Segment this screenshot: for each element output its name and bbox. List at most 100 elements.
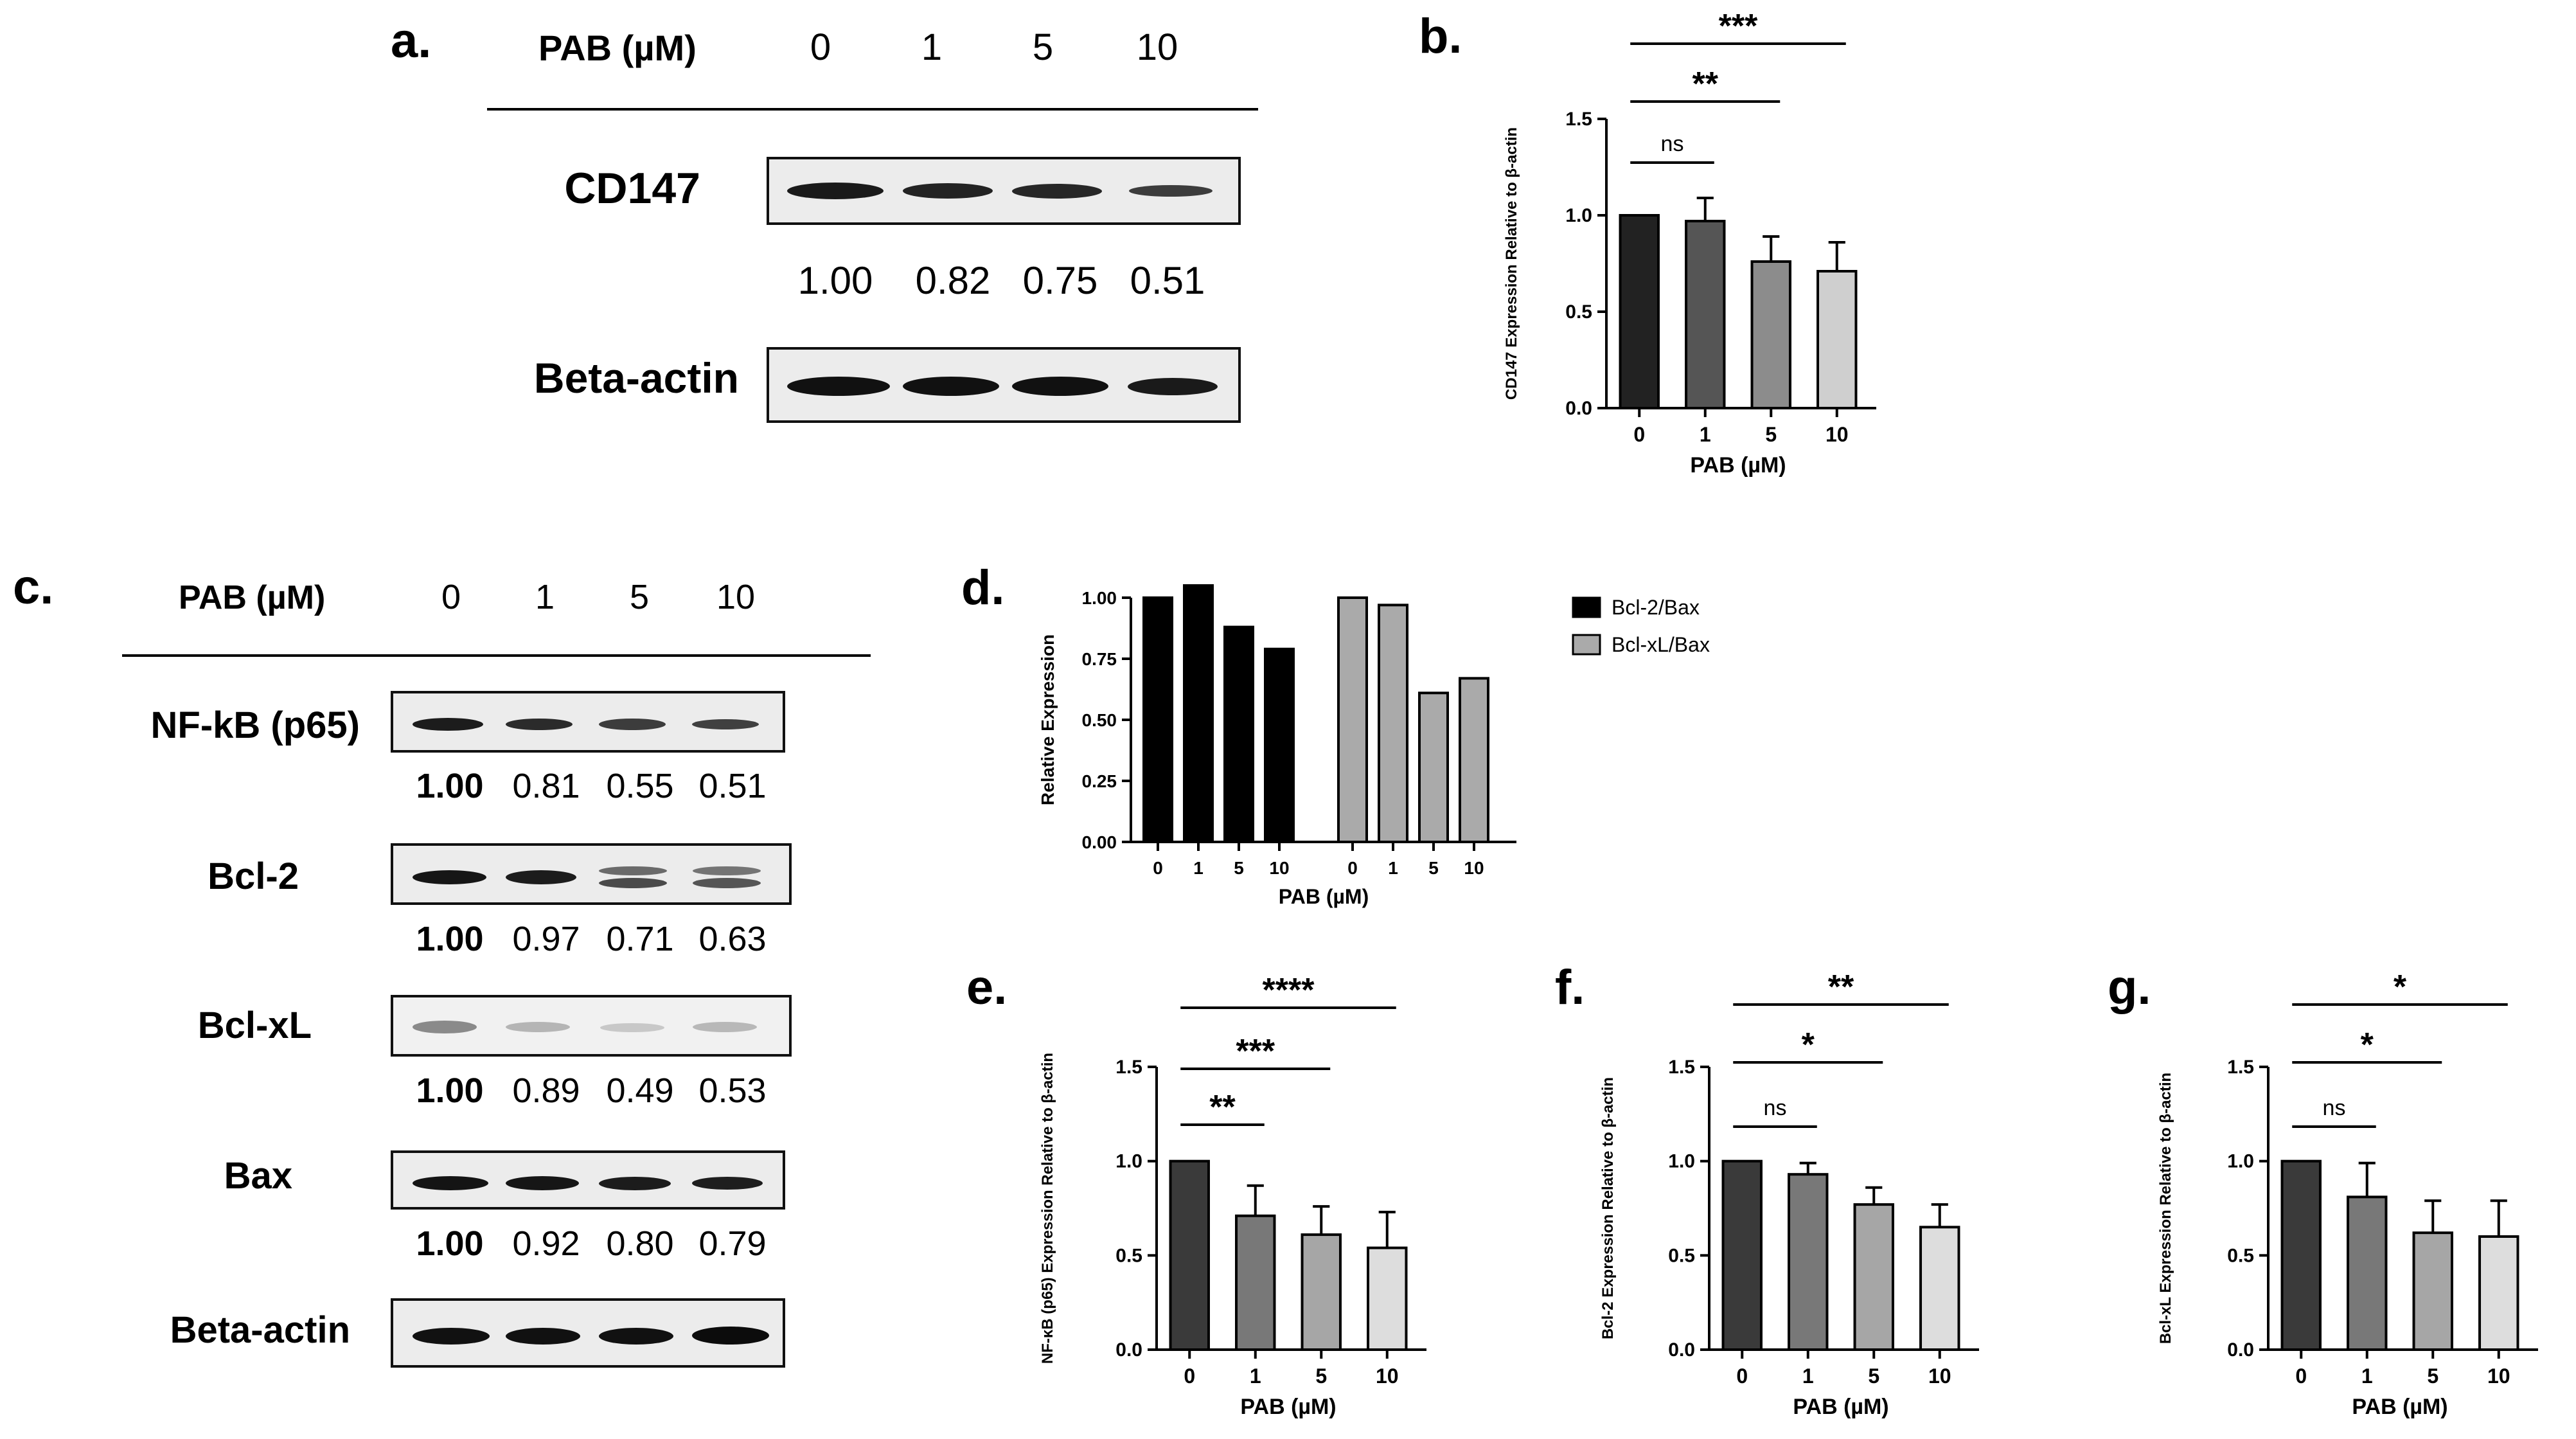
- band: [1128, 378, 1218, 395]
- bar-10: [1919, 1226, 1960, 1352]
- y-tick-label: 0.0: [1565, 398, 1592, 419]
- band: [413, 870, 486, 884]
- bar-1: [1235, 1214, 1276, 1351]
- panel-a-protein-beta-actin: Beta-actin: [533, 354, 739, 402]
- panel-c-bclxl-value-1: 0.89: [512, 1071, 580, 1110]
- chart-g: g. 0.0 0.5 1.0 1.5 0 1 5 10 PAB (µM) Bcl-xL Expres…: [2108, 960, 2538, 1419]
- x-tick-label: 5: [1868, 1364, 1879, 1388]
- band: [693, 878, 761, 888]
- chart-e: e. 0.0 0.5 1.0 1.5 0 1 5 10 PAB (µM) NF-κB (p65) E…: [966, 960, 1426, 1419]
- bar-10: [1367, 1246, 1408, 1351]
- y-tick-label: 1.0: [1565, 205, 1592, 226]
- x-axis-title: PAB (µM): [2352, 1395, 2447, 1419]
- band: [599, 866, 667, 875]
- x-tick-label: 5: [1428, 858, 1439, 878]
- y-tick-label: 0.5: [1668, 1245, 1695, 1266]
- panel-c-bcl2-value-5: 0.71: [606, 920, 674, 958]
- blot-c-beta-actin: [391, 1298, 785, 1368]
- panel-c-protein-nfkb: NF-kB (p65): [150, 704, 360, 746]
- x-tick-label: 10: [1464, 858, 1484, 878]
- band: [1012, 377, 1108, 396]
- significance-label: ns: [1661, 132, 1684, 156]
- bar-0: [1721, 1159, 1763, 1351]
- blot-c-bcl2: [391, 843, 792, 905]
- bar-0: [1169, 1159, 1210, 1351]
- panel-c-bclxl-value-10: 0.53: [698, 1071, 767, 1110]
- significance-label: **: [1828, 969, 1854, 1006]
- y-tick-label: 1.5: [1668, 1057, 1695, 1078]
- x-tick-label: 10: [1376, 1364, 1399, 1388]
- y-tick-label: 0.5: [1565, 301, 1592, 323]
- y-axis-title: CD147 Expression Relative to β-actin: [1503, 127, 1520, 400]
- x-tick-label: 10: [2487, 1364, 2510, 1388]
- y-tick-label: 0.0: [2227, 1339, 2254, 1361]
- x-tick-label: 5: [2427, 1364, 2438, 1388]
- panel-c-bax-value-0: 1.00: [416, 1224, 484, 1263]
- significance-label: ns: [2323, 1096, 2346, 1120]
- panel-c-nfkb-value-0: 1.00: [416, 767, 484, 805]
- legend-label-bcl2-bax: Bcl-2/Bax: [1612, 596, 1700, 619]
- bar-1: [1685, 220, 1726, 409]
- x-tick-label: 0: [2295, 1364, 2307, 1388]
- significance-label: **: [1209, 1089, 1236, 1126]
- panel-c-conc-5: 5: [629, 578, 650, 616]
- band: [903, 377, 999, 396]
- panel-c-bclxl-value-5: 0.49: [606, 1071, 674, 1110]
- panel-c-protein-bcl2: Bcl-2: [208, 855, 299, 897]
- bar-0: [1619, 214, 1660, 409]
- legend-swatch-bcl2-bax: [1572, 596, 1601, 618]
- band: [692, 1177, 763, 1190]
- panel-c-bcl2-value-10: 0.63: [698, 920, 767, 958]
- y-tick-label: 0.50: [1082, 710, 1117, 730]
- panel-a-conc-0: 0: [810, 26, 831, 68]
- band: [413, 1021, 477, 1033]
- bar-bcl2-bax-10: [1264, 647, 1295, 844]
- band: [693, 866, 761, 875]
- panel-c-protein-beta-actin: Beta-actin: [170, 1309, 350, 1351]
- bar-0: [2280, 1159, 2322, 1351]
- x-tick-label: 1: [1250, 1364, 1261, 1388]
- bar-5: [2412, 1231, 2453, 1351]
- panel-c-nfkb-value-5: 0.55: [606, 767, 674, 805]
- panel-c-divider: [122, 654, 871, 657]
- blot-c-nfkb: [391, 691, 785, 753]
- x-tick-label: 1: [1193, 858, 1204, 878]
- panel-c-nfkb-value-1: 0.81: [512, 767, 580, 805]
- panel-label: d.: [961, 560, 1005, 615]
- panel-c-bax-value-1: 0.92: [512, 1224, 580, 1263]
- x-axis-title: PAB (µM): [1240, 1395, 1336, 1419]
- bar-5: [1301, 1233, 1342, 1352]
- band: [1012, 184, 1102, 199]
- significance-label: *: [2361, 1026, 2374, 1064]
- panel-a-divider: [487, 108, 1258, 111]
- bar-bcl2-bax-0: [1142, 596, 1173, 843]
- x-tick-label: 1: [1700, 423, 1711, 446]
- x-tick-label: 10: [1825, 423, 1849, 446]
- x-tick-label: 5: [1315, 1364, 1327, 1388]
- panel-a-cd147-value-1: 0.82: [915, 259, 991, 302]
- band: [506, 719, 573, 730]
- blot-a-beta-actin: [767, 347, 1241, 423]
- bar-1: [1788, 1173, 1829, 1351]
- band: [599, 1177, 671, 1190]
- panel-label: f.: [1555, 960, 1585, 1015]
- chart-f: f. 0.0 0.5 1.0 1.5 0 1 5 10 PAB (µM) Bcl-2 Express…: [1555, 960, 1979, 1419]
- band: [787, 377, 890, 396]
- panel-a-cd147-value-5: 0.75: [1022, 259, 1098, 302]
- y-tick-label: 1.0: [2227, 1151, 2254, 1172]
- x-tick-label: 10: [1269, 858, 1289, 878]
- legend-label-bclxl-bax: Bcl-xL/Bax: [1612, 633, 1710, 656]
- panel-c-conc-0: 0: [441, 578, 461, 616]
- band: [1129, 185, 1212, 197]
- band: [413, 1328, 490, 1345]
- panel-a-conc-1: 1: [921, 26, 943, 68]
- band: [692, 1327, 769, 1345]
- y-tick-label: 1.0: [1115, 1151, 1142, 1172]
- band: [903, 183, 993, 199]
- panel-c-header: PAB (µM): [179, 579, 326, 616]
- x-tick-label: 0: [1153, 858, 1163, 878]
- x-tick-label: 1: [2361, 1364, 2373, 1388]
- bar-bcl2-bax-1: [1183, 584, 1214, 843]
- y-tick-label: 0.00: [1082, 832, 1117, 852]
- x-tick-label: 1: [1802, 1364, 1814, 1388]
